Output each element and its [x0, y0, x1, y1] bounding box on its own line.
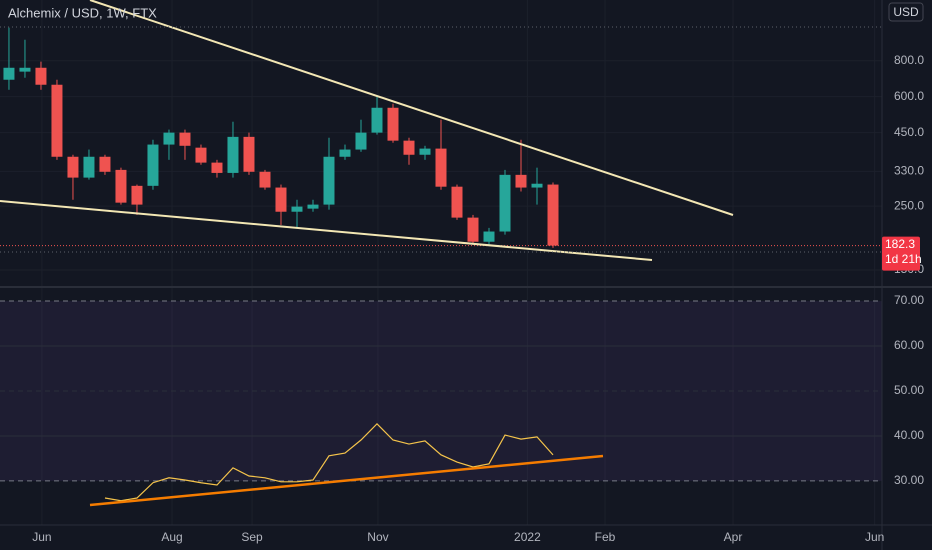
candle-body [3, 67, 15, 80]
candle-body [339, 149, 351, 157]
candle-body [211, 162, 223, 173]
candle-body [179, 132, 191, 146]
y-tick-label: 800.0 [894, 53, 924, 67]
candle-body [403, 140, 415, 155]
last-price-box [882, 236, 920, 271]
candle-body [99, 156, 111, 172]
y-tick-label: 600.0 [894, 89, 924, 103]
x-tick-label: Aug [161, 530, 182, 544]
chart-title: Alchemix / USD, 1W, FTX [8, 5, 157, 20]
candle-body [51, 84, 63, 157]
rsi-line [104, 422, 554, 502]
candle-body [531, 183, 543, 188]
x-tick-label: Nov [367, 530, 388, 544]
rsi-tick-label: 70.00 [894, 293, 924, 307]
last-price-label: 182.3 [885, 237, 915, 251]
currency-button[interactable] [888, 2, 924, 22]
candle-body [419, 148, 431, 155]
y-tick-label: 450.0 [894, 125, 924, 139]
candle-body [67, 156, 79, 178]
currency-label[interactable]: USD [893, 5, 919, 19]
candle-body [19, 67, 31, 72]
candle-body [499, 174, 511, 232]
countdown-label: 1d 21h [885, 252, 922, 266]
candle-body [547, 184, 559, 246]
y-tick-label: 330.0 [894, 164, 924, 178]
candle-body [291, 206, 303, 212]
rsi-tick-label: 30.00 [894, 473, 924, 487]
rsi-tick-label: 50.00 [894, 383, 924, 397]
y-tick-label: 250.0 [894, 198, 924, 212]
trend-line [89, 0, 734, 216]
candle-body [259, 171, 271, 188]
candle-body [451, 186, 463, 218]
candle-body [483, 231, 495, 242]
x-tick-label: 2022 [514, 530, 541, 544]
candle-body [83, 156, 95, 178]
x-tick-label: Feb [595, 530, 616, 544]
candle-body [275, 187, 287, 212]
rsi-tick-label: 60.00 [894, 338, 924, 352]
candle-body [435, 148, 447, 187]
candle-body [227, 136, 239, 173]
candle-body [387, 107, 399, 141]
candle-body [147, 144, 159, 186]
candle-body [467, 217, 479, 242]
trend-line [0, 200, 653, 261]
candle-body [115, 169, 127, 203]
x-tick-label: Apr [724, 530, 743, 544]
candle-body [355, 132, 367, 150]
candle-body [195, 147, 207, 163]
candle-body [131, 185, 143, 205]
candle-body [307, 204, 319, 209]
candle-body [163, 132, 175, 145]
candle-body [323, 156, 335, 205]
x-tick-label: Sep [241, 530, 263, 544]
candle-body [35, 67, 47, 85]
candle-body [243, 136, 255, 172]
plot-layer [0, 27, 882, 502]
candle-body [515, 174, 527, 188]
x-tick-label: Jun [865, 530, 884, 544]
rsi-trend-line [89, 454, 604, 507]
x-tick-label: Jun [32, 530, 51, 544]
label-layer: Jun Aug Sep Nov 2022 Feb Apr Jun 800.0 600.0 450.0… [32, 53, 924, 544]
rsi-tick-label: 40.00 [894, 428, 924, 442]
candle-body [371, 107, 383, 133]
